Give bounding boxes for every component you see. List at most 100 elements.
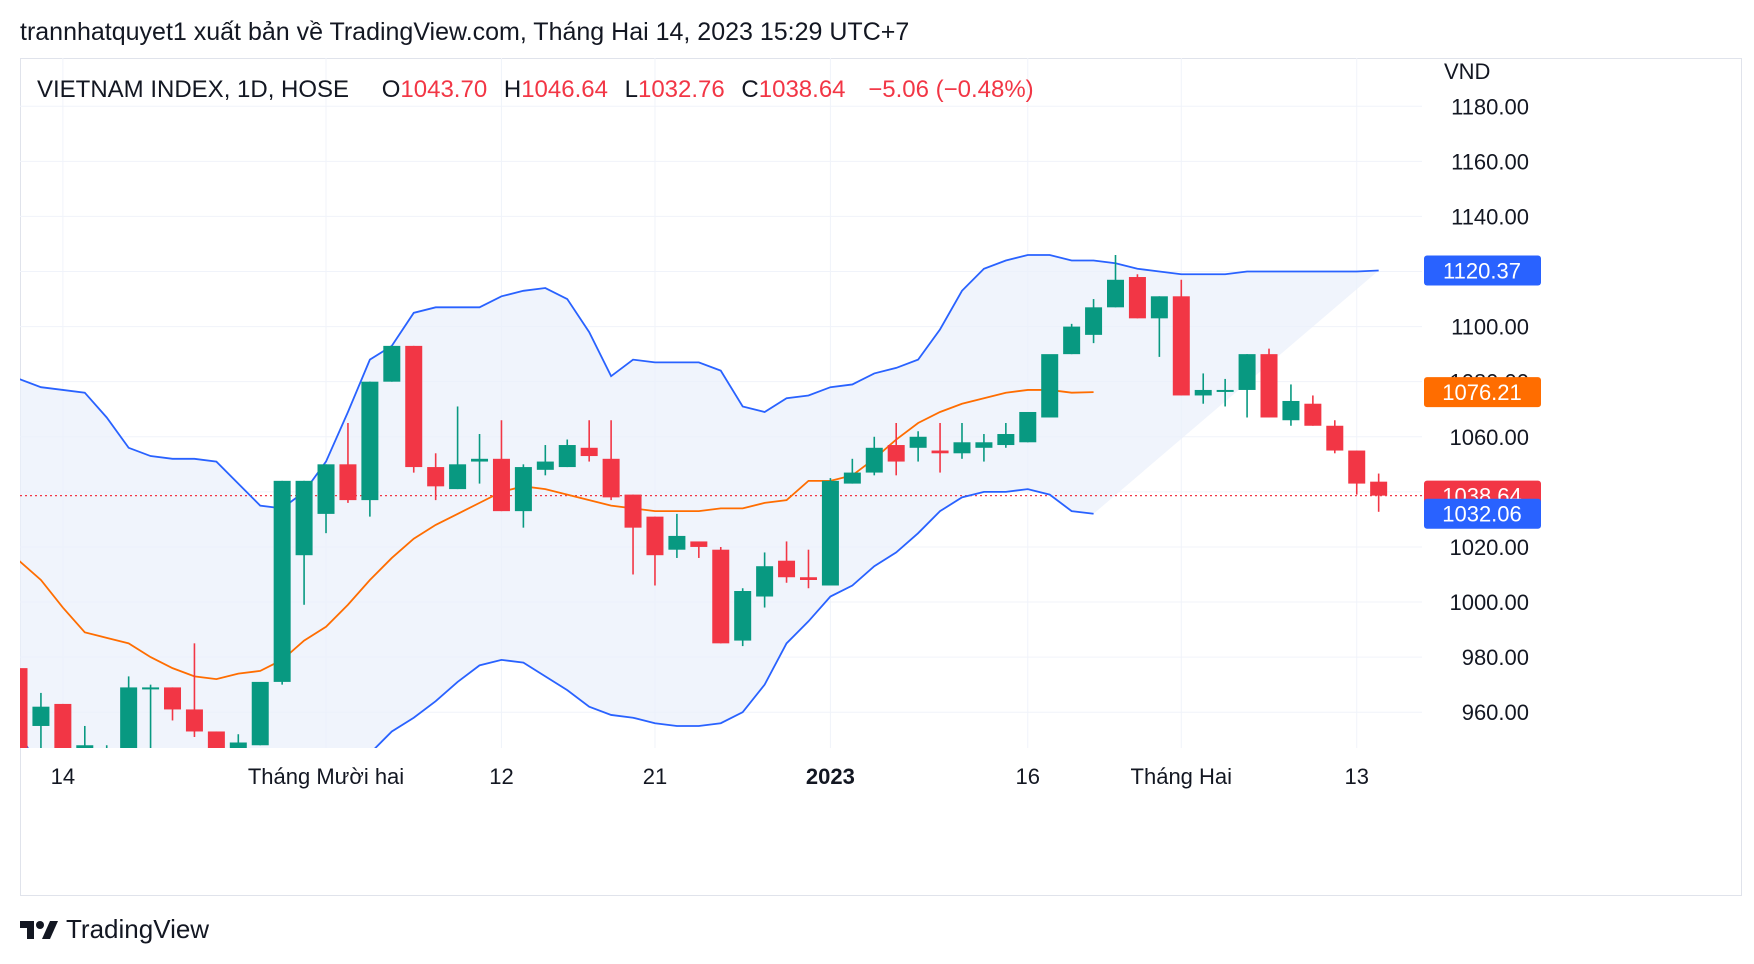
high-value: 1046.64 <box>521 76 608 103</box>
candle-body <box>734 591 752 641</box>
candle-body <box>887 445 905 462</box>
tradingview-footer[interactable]: TradingView <box>20 914 209 945</box>
symbol-label[interactable]: VIETNAM INDEX, 1D, HOSE <box>37 76 350 103</box>
candle-body <box>1150 296 1168 319</box>
candle-body <box>449 464 467 490</box>
y-tick-label: 960.00 <box>1462 700 1529 725</box>
candle-body <box>405 345 423 468</box>
y-tick-label: 1160.00 <box>1451 149 1529 174</box>
candle-body <box>909 436 927 448</box>
candle-body <box>1370 481 1388 496</box>
candle-body <box>580 447 598 457</box>
x-tick-label: 16 <box>1016 764 1040 789</box>
candle-body <box>931 450 949 454</box>
candle-body <box>339 464 357 501</box>
candles-group <box>20 254 1388 751</box>
x-tick-label: 21 <box>643 764 667 789</box>
y-tick-label: 1100.00 <box>1451 315 1529 340</box>
candle-body <box>1085 307 1103 335</box>
y-tick-label: 1020.00 <box>1449 535 1529 560</box>
currency-label: VND <box>1444 59 1490 84</box>
open-label: O <box>381 76 401 103</box>
bollinger-lower-line <box>20 488 1094 748</box>
candle-body <box>1326 425 1344 451</box>
candle-body <box>1216 389 1234 392</box>
high-label: H <box>503 76 522 103</box>
open-value: 1043.70 <box>400 76 488 103</box>
candle-body <box>778 560 796 578</box>
candle-body <box>32 706 50 726</box>
candle-body <box>98 748 115 751</box>
low-label: L <box>624 76 638 103</box>
candle-body <box>1348 450 1366 484</box>
candle-body <box>120 687 138 748</box>
candle-body <box>20 668 28 748</box>
candle-body <box>843 472 861 484</box>
price-label-text: 1076.21 <box>1442 380 1522 405</box>
candle-body <box>953 442 971 454</box>
candle-body <box>1238 354 1256 390</box>
candle-body <box>383 345 401 382</box>
candle-body <box>799 577 817 580</box>
x-tick-label: 2023 <box>806 764 855 789</box>
price-label-text: 1120.37 <box>1443 258 1521 283</box>
candle-body <box>1107 279 1124 308</box>
change-value: −5.06 (−0.48%) <box>868 76 1034 103</box>
publish-line: trannhatquyet1 xuất bản về TradingView.c… <box>20 18 910 46</box>
candle-body <box>558 445 576 468</box>
candle-body <box>229 742 247 748</box>
candle-body <box>668 535 686 550</box>
candle-body <box>1063 326 1081 355</box>
candle-body <box>361 381 379 501</box>
y-tick-label: 1140.00 <box>1451 204 1529 229</box>
candle-body <box>142 687 160 690</box>
close-label: C <box>741 76 759 103</box>
candle-body <box>1282 400 1300 421</box>
price-label-box <box>1424 255 1541 286</box>
candle-body <box>295 480 313 556</box>
y-tick-label: 980.00 <box>1462 645 1529 670</box>
price-label-box <box>1424 377 1541 408</box>
candle-body <box>1128 277 1146 319</box>
bollinger-upper-line <box>20 254 1379 510</box>
candle-body <box>273 480 291 682</box>
candle-body <box>865 447 883 473</box>
candle-body <box>514 467 532 512</box>
candle-body <box>646 516 664 556</box>
x-tick-label: 12 <box>489 764 513 789</box>
bollinger-band-fill <box>20 254 1379 748</box>
candle-body <box>164 687 182 710</box>
candle-body <box>1019 411 1037 443</box>
ohlc-legend: VIETNAM INDEX, 1D, HOSE O1043.70 H1046.6… <box>37 76 1034 104</box>
candle-body <box>1041 354 1059 418</box>
y-tick-label: 1180.00 <box>1451 94 1529 119</box>
y-tick-label: 1060.00 <box>1449 425 1529 450</box>
candle-body <box>997 434 1015 446</box>
candle-body <box>317 464 335 514</box>
price-label-text: 1032.06 <box>1442 502 1522 527</box>
x-tick-label: Tháng Mười hai <box>248 764 404 789</box>
y-tick-label: 1000.00 <box>1449 590 1529 615</box>
close-value: 1038.64 <box>758 76 846 103</box>
candle-body <box>975 442 993 448</box>
x-tick-label: 13 <box>1344 764 1368 789</box>
candle-body <box>536 461 554 470</box>
x-tick-label: Tháng Hai <box>1131 764 1233 789</box>
bollinger-basis-line <box>20 389 1094 681</box>
candle-body <box>624 494 642 528</box>
low-value: 1032.76 <box>637 76 725 103</box>
x-tick-label: 14 <box>51 764 75 789</box>
price-label-box <box>1424 498 1541 529</box>
candle-body <box>1304 403 1322 426</box>
candle-body <box>54 703 72 748</box>
candle-body <box>207 731 225 748</box>
candle-body <box>756 566 774 597</box>
candle-body <box>76 745 94 748</box>
candle-body <box>712 549 730 644</box>
candle-body <box>1260 354 1278 418</box>
tradingview-brand: TradingView <box>66 914 210 944</box>
tradingview-logo-icon <box>20 920 58 939</box>
candle-body <box>821 480 839 586</box>
candle-body <box>690 541 708 547</box>
